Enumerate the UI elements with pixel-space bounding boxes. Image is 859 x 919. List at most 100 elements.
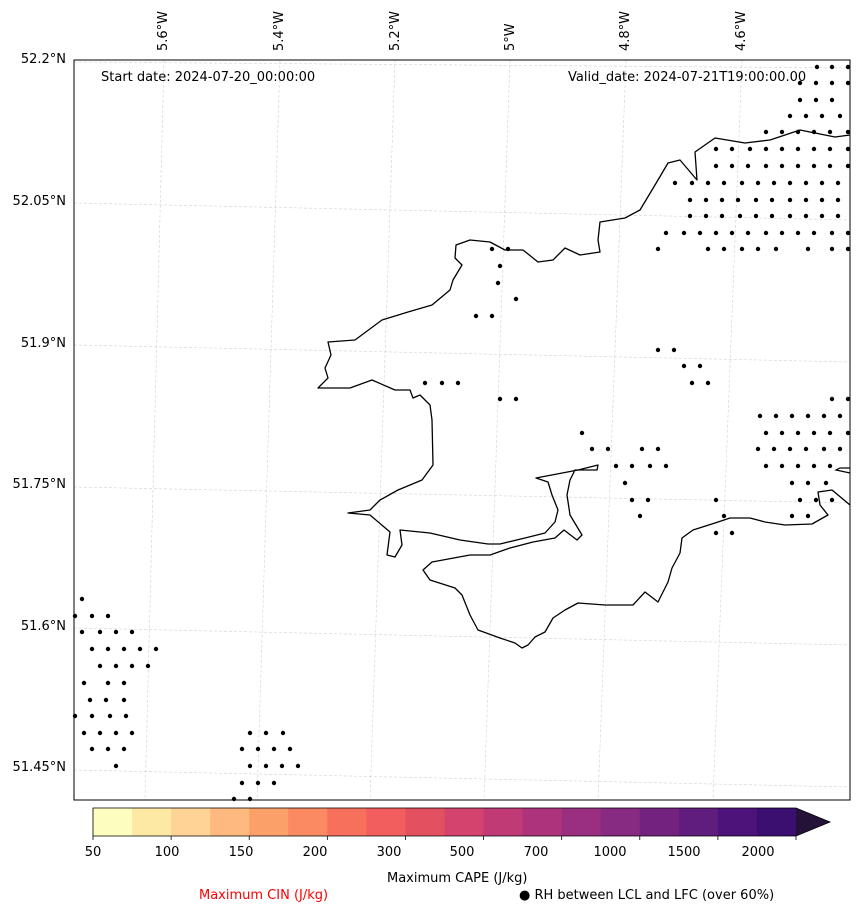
rh-dot <box>721 513 727 519</box>
rh-dot <box>129 730 135 736</box>
rh-dot <box>703 213 709 219</box>
rh-dot <box>803 213 809 219</box>
rh-dot <box>787 113 793 119</box>
rh-dot <box>729 230 735 236</box>
rh-dot <box>845 80 851 86</box>
rh-dot <box>827 129 833 135</box>
rh-dot <box>763 230 769 236</box>
rh-dot <box>89 713 95 719</box>
colorbar-segment-1 <box>132 808 172 836</box>
rh-dot <box>737 213 743 219</box>
rh-dot <box>129 629 135 635</box>
rh-dot <box>589 446 595 452</box>
cin-legend-label: Maximum CIN (J/kg) <box>199 888 329 903</box>
rh-dot <box>845 230 851 236</box>
rh-dot <box>579 430 585 436</box>
rh-legend: ● RH between LCL and LFC (over 60%) <box>519 888 774 903</box>
rh-dot <box>819 213 825 219</box>
rh-dot <box>779 146 785 152</box>
rh-dot <box>795 463 801 469</box>
rh-dot <box>489 313 495 319</box>
rh-dot <box>721 180 727 186</box>
rh-dot <box>97 730 103 736</box>
rh-dot <box>271 746 277 752</box>
rh-dot <box>263 730 269 736</box>
rh-dot <box>797 80 803 86</box>
rh-dot <box>835 213 841 219</box>
rh-dot <box>829 80 835 86</box>
rh-dot <box>113 730 119 736</box>
rh-dot <box>813 97 819 103</box>
colorbar-tick-50: 50 <box>84 845 102 860</box>
lon-tick-4.8w: 4.8°W <box>618 10 633 51</box>
colorbar-segment-2 <box>171 808 211 836</box>
lat-tick-52.05n: 52.05°N <box>12 194 66 209</box>
lon-tick-5w: 5°W <box>503 23 518 51</box>
colorbar-tick-150: 150 <box>228 845 254 860</box>
rh-dot <box>735 197 741 203</box>
rh-dot <box>811 430 817 436</box>
rh-dot <box>153 646 159 652</box>
rh-dot <box>837 446 843 452</box>
rh-dot <box>811 163 817 169</box>
rh-dot <box>811 463 817 469</box>
lat-tick-52.2n: 52.2°N <box>20 52 66 67</box>
rh-dot <box>811 146 817 152</box>
lat-tick-51.6n: 51.6°N <box>20 619 66 634</box>
rh-dot <box>145 663 151 669</box>
colorbar-tick-100: 100 <box>154 845 180 860</box>
colorbar-extend-arrow <box>796 808 830 836</box>
rh-dot <box>629 463 635 469</box>
rh-dot <box>79 596 85 602</box>
rh-dot <box>287 746 293 752</box>
rh-dot <box>729 163 735 169</box>
rh-marker-icon: ● <box>519 888 531 903</box>
colorbar-outline <box>92 807 832 837</box>
colorbar-segment-8 <box>405 808 445 836</box>
parallel-line-1 <box>73 202 851 221</box>
rh-dot <box>497 263 503 269</box>
rh-dot <box>797 497 803 503</box>
rh-dot <box>837 113 843 119</box>
rh-dot <box>805 480 811 486</box>
colorbar-segment-5 <box>288 808 328 836</box>
rh-dot <box>113 663 119 669</box>
rh-dot <box>827 146 833 152</box>
rh-dot <box>805 413 811 419</box>
lat-tick-51.75n: 51.75°N <box>12 477 66 492</box>
rh-dot <box>823 480 829 486</box>
rh-dot <box>829 97 835 103</box>
rh-dot <box>655 347 661 353</box>
rh-dot <box>663 230 669 236</box>
colorbar-tick-2000: 2000 <box>741 845 775 860</box>
rh-dot <box>814 64 820 70</box>
rh-dot <box>787 213 793 219</box>
parallel-line-5 <box>73 769 851 788</box>
rh-dot <box>845 129 851 135</box>
rh-dot <box>439 380 445 386</box>
rh-dot <box>803 197 809 203</box>
rh-dot <box>729 530 735 536</box>
colorbar-segment-15 <box>678 808 719 836</box>
rh-dot <box>605 446 611 452</box>
rh-dot <box>663 463 669 469</box>
rh-dot <box>813 497 819 503</box>
rh-dot <box>795 430 801 436</box>
rh-dot <box>697 230 703 236</box>
rh-dot <box>787 446 793 452</box>
meridian-line-3 <box>483 59 511 801</box>
rh-dot <box>779 463 785 469</box>
rh-dot <box>713 230 719 236</box>
rh-dot <box>795 163 801 169</box>
map-frame <box>73 59 851 801</box>
rh-dot <box>805 246 811 252</box>
rh-dot <box>705 180 711 186</box>
rh-dot <box>745 230 751 236</box>
rh-dot <box>689 180 695 186</box>
rh-dot <box>473 313 479 319</box>
rh-dot <box>763 129 769 135</box>
colorbar-segment-3 <box>210 808 250 836</box>
rh-dot <box>773 246 779 252</box>
